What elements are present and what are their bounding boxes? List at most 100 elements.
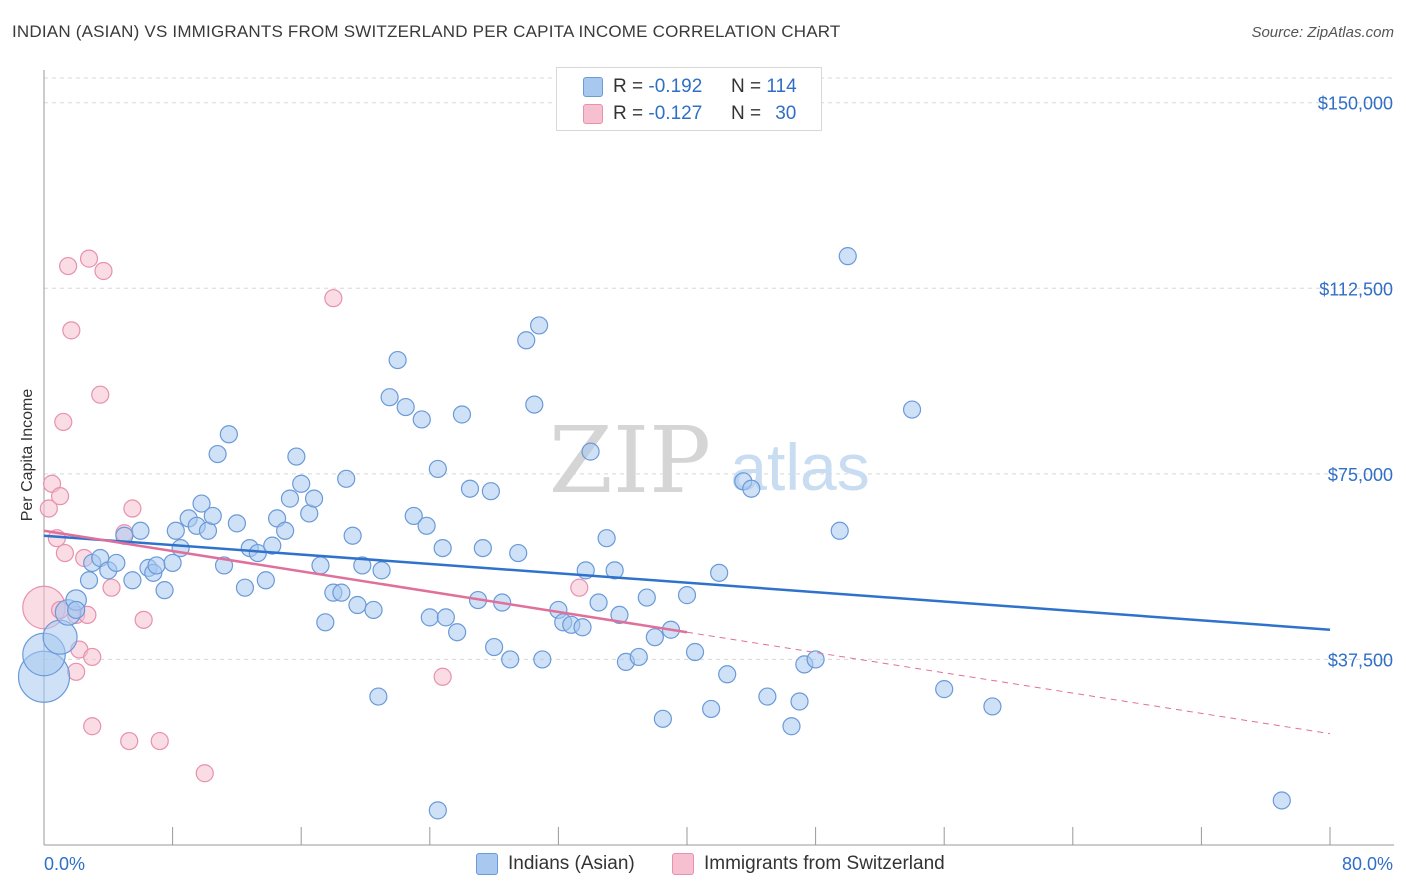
indian-point	[589, 593, 608, 612]
indian-point	[404, 506, 423, 526]
switzerland-point	[123, 499, 142, 518]
indian-point	[428, 459, 447, 479]
indian-point	[364, 600, 383, 620]
indian-point	[256, 571, 275, 590]
indian-point	[710, 563, 729, 582]
indian-point	[758, 687, 777, 706]
indian-point	[610, 605, 629, 625]
switzerland-point	[91, 385, 110, 404]
indian-point	[219, 425, 238, 444]
switzerland-point	[59, 256, 78, 276]
indian-point	[452, 405, 472, 424]
indian-point	[983, 697, 1002, 716]
indian-point	[448, 623, 467, 642]
legend-n-label: N =	[730, 76, 762, 97]
indian-point	[935, 680, 954, 699]
switzerland-point	[83, 717, 102, 736]
switzerland-point	[39, 499, 58, 518]
indian-point	[316, 613, 335, 632]
chart-title: INDIAN (ASIAN) VS IMMIGRANTS FROM SWITZE…	[12, 22, 841, 41]
bottom-legend-switzerland: Immigrants from Switzerland	[672, 851, 945, 877]
tick-labels: $37,500 $75,000 $112,500 $150,000 0.0% 80.0%	[44, 94, 1393, 874]
source-label: Source: ZipAtlas.com	[1251, 24, 1394, 41]
indian-point	[166, 521, 185, 540]
indian-point	[192, 494, 211, 513]
switzerland-point	[120, 731, 139, 751]
switzerland-trend-line	[43, 529, 688, 634]
indian-point	[276, 521, 295, 540]
blue-series-points	[17, 247, 1291, 820]
indian-point	[311, 556, 330, 575]
switzerland-point	[62, 321, 81, 340]
bottom-legend-label: Indians (Asian)	[508, 853, 635, 874]
indian-point	[637, 588, 656, 607]
switzerland-point	[54, 412, 73, 432]
switzerland-point	[67, 662, 86, 681]
y-tick-label: $37,500	[1328, 650, 1393, 670]
legend-swatch-pink	[583, 104, 603, 124]
indian-point	[629, 647, 648, 667]
legend-r-value: -0.192	[648, 76, 703, 97]
legend-swatch-blue	[583, 77, 603, 97]
indian-point	[287, 447, 306, 466]
indian-point	[369, 687, 388, 706]
indian-point	[235, 578, 255, 597]
indian-point	[702, 699, 721, 719]
indian-point	[107, 553, 126, 573]
switzerland-point	[570, 578, 589, 597]
indian-point	[332, 583, 351, 602]
switzerland-point	[195, 764, 214, 783]
indian-point	[337, 469, 356, 488]
indian-point	[782, 717, 801, 736]
legend-r-value: -0.127	[648, 103, 703, 124]
indian-point	[280, 489, 300, 508]
indian-point	[67, 600, 86, 620]
watermark: ZIP atlas	[549, 407, 870, 514]
legend-n-value: 30	[775, 103, 797, 124]
switzerland-point	[433, 667, 452, 686]
y-tick-label: $150,000	[1318, 94, 1393, 114]
indian-point	[677, 586, 697, 605]
indian-point	[380, 388, 399, 407]
x-tick-label-max: 80.0%	[1342, 854, 1393, 874]
indian-point	[433, 538, 452, 558]
bottom-legend-label: Immigrants from Switzerland	[704, 853, 945, 874]
indian-point	[838, 247, 857, 266]
watermark-zip: ZIP	[549, 407, 711, 514]
switzerland-point	[94, 261, 113, 281]
switzerland-trend-extension	[686, 631, 1331, 735]
indian-point	[653, 709, 672, 728]
indian-point	[203, 506, 222, 526]
switzerland-point	[324, 289, 343, 308]
indian-point	[412, 410, 431, 429]
correlation-legend: R = -0.192 N = 114 R = -0.127 N = 30	[556, 67, 822, 131]
indian-point	[42, 619, 78, 655]
indian-point	[806, 650, 825, 669]
trend-lines	[43, 529, 1331, 735]
switzerland-point	[102, 578, 121, 597]
bottom-swatch-pink	[672, 853, 694, 875]
x-tick-label-min: 0.0%	[44, 854, 85, 874]
switzerland-point	[134, 610, 153, 629]
indian-point	[263, 536, 282, 555]
indian-point	[530, 316, 549, 335]
indian-point	[292, 474, 311, 493]
indian-point	[473, 538, 492, 558]
indian-point	[420, 608, 439, 627]
indian-point	[417, 516, 436, 535]
indian-point	[343, 526, 362, 545]
indian-point	[597, 529, 616, 548]
legend-row-switzerland: R = -0.127 N = 30	[583, 102, 796, 126]
legend-row-indians: R = -0.192 N = 114	[583, 75, 797, 99]
indian-point	[509, 543, 528, 563]
legend-r-label: R =	[613, 103, 644, 124]
indian-point	[348, 595, 367, 615]
legend-n-value: 114	[766, 76, 797, 97]
bottom-swatch-blue	[476, 853, 498, 875]
indian-point	[79, 571, 99, 590]
switzerland-point	[50, 487, 70, 506]
indian-point	[208, 444, 227, 464]
indian-point	[718, 665, 737, 684]
indian-point	[353, 556, 372, 575]
